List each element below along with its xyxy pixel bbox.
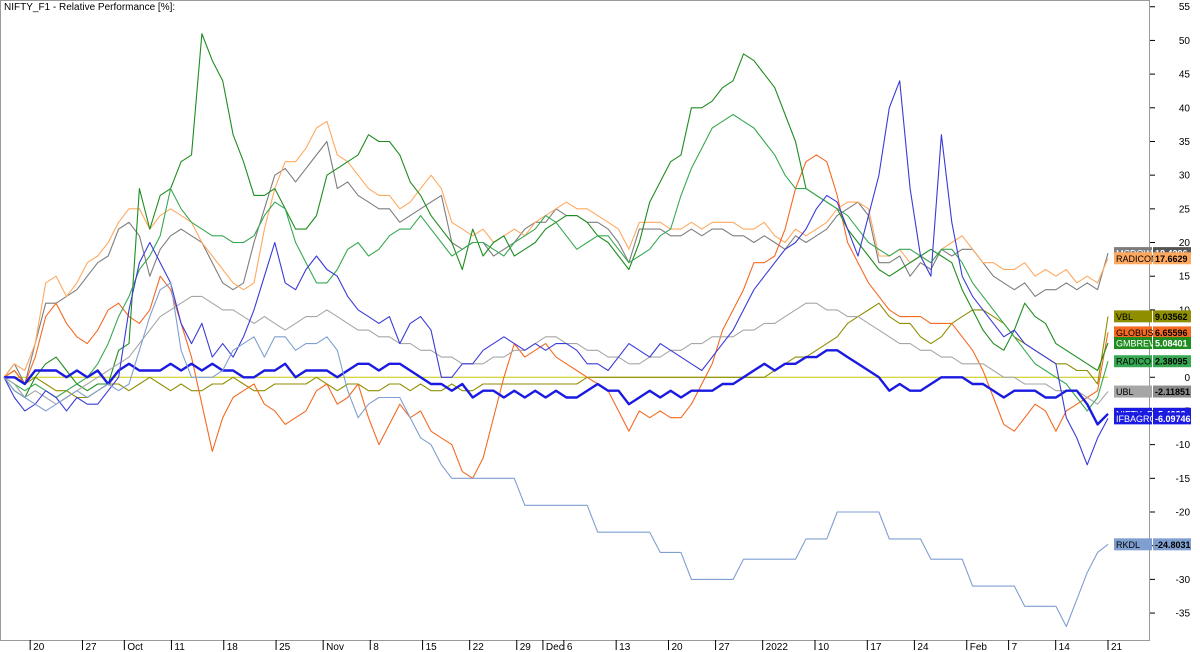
x-tick-label: 11 bbox=[174, 642, 185, 652]
series-value-label: 9.03562 bbox=[1155, 312, 1188, 322]
series-value-label: -2.11851 bbox=[1155, 387, 1190, 397]
series-value-label: -6.09746 bbox=[1155, 414, 1191, 424]
x-tick-label: 2022 bbox=[766, 642, 789, 652]
y-tick-label: 40 bbox=[1179, 103, 1191, 114]
series-name-label: RADICON bbox=[1116, 254, 1158, 264]
x-tick-label: Oct bbox=[127, 642, 143, 652]
series-value-label: 2.38095 bbox=[1155, 357, 1188, 367]
x-tick-label: Nov bbox=[326, 642, 344, 652]
series-name-tag bbox=[1114, 310, 1152, 323]
x-tick-label: 6 bbox=[567, 642, 573, 652]
y-tick-label: 50 bbox=[1179, 36, 1191, 47]
y-tick-label: 20 bbox=[1179, 238, 1191, 249]
series-value-tag bbox=[1153, 337, 1191, 350]
series-name-tag bbox=[1114, 385, 1152, 398]
y-tick-label: 45 bbox=[1179, 70, 1191, 81]
series-name-label: GLOBUS bbox=[1116, 328, 1154, 338]
x-tick-label: 25 bbox=[279, 642, 291, 652]
series-name-tag bbox=[1114, 326, 1152, 339]
x-tick-label: 27 bbox=[719, 642, 731, 652]
y-tick-label: -10 bbox=[1176, 440, 1191, 451]
x-tick-label: 18 bbox=[227, 642, 239, 652]
series-line-rkdl bbox=[3, 282, 1109, 628]
series-value-tag bbox=[1153, 538, 1191, 551]
series-line-globus bbox=[3, 154, 1109, 479]
series-value-tag bbox=[1153, 252, 1191, 265]
series-name-tag bbox=[1114, 337, 1152, 350]
x-tick-label: 27 bbox=[85, 642, 97, 652]
series-name-tag bbox=[1114, 538, 1152, 551]
series-name-label: IFBAGRO bbox=[1116, 414, 1157, 424]
x-tick-label: 24 bbox=[917, 642, 929, 652]
series-name-tag bbox=[1114, 355, 1152, 368]
series-value-label: 5.08401 bbox=[1155, 339, 1188, 349]
y-tick-label: -20 bbox=[1176, 508, 1191, 519]
series-name-label: RADICO bbox=[1116, 357, 1151, 367]
series-name-label: RKDL bbox=[1116, 540, 1140, 550]
y-tick-label: 30 bbox=[1179, 171, 1191, 182]
y-tick-label: 15 bbox=[1179, 272, 1191, 283]
series-name-label: UBL bbox=[1116, 387, 1134, 397]
x-tick-label: 29 bbox=[520, 642, 532, 652]
y-tick-label: 35 bbox=[1179, 137, 1191, 148]
x-tick-label: 8 bbox=[373, 642, 379, 652]
x-tick-label: 22 bbox=[473, 642, 485, 652]
x-tick-label: 20 bbox=[33, 642, 45, 652]
series-value-tag bbox=[1153, 412, 1191, 425]
y-tick-label: -15 bbox=[1176, 474, 1191, 485]
x-tick-label: 7 bbox=[1012, 642, 1018, 652]
x-tick-label: 20 bbox=[671, 642, 683, 652]
x-tick-label: 13 bbox=[619, 642, 631, 652]
series-line-ifbagro bbox=[3, 80, 1109, 466]
x-tick-label: 21 bbox=[1111, 642, 1123, 652]
y-tick-label: -30 bbox=[1176, 575, 1191, 586]
series-line-radico bbox=[3, 113, 1109, 412]
y-tick-label: -35 bbox=[1176, 609, 1191, 620]
y-tick-label: 25 bbox=[1179, 204, 1191, 215]
x-tick-label: 15 bbox=[426, 642, 438, 652]
series-value-label: 17.6629 bbox=[1155, 254, 1188, 264]
series-value-tag bbox=[1153, 385, 1191, 398]
series-value-label: -24.8031 bbox=[1155, 540, 1191, 550]
x-tick-label: 10 bbox=[818, 642, 830, 652]
series-line-vbl bbox=[3, 302, 1109, 399]
series-value-tag bbox=[1153, 326, 1191, 339]
series-name-label: GMBREW bbox=[1116, 339, 1158, 349]
series-line-nifty_f1 bbox=[4, 349, 1109, 426]
series-name-label: VBL bbox=[1116, 312, 1133, 322]
y-tick-label: 55 bbox=[1179, 2, 1191, 13]
series-line-ubl bbox=[3, 295, 1109, 405]
series-value-tag bbox=[1153, 355, 1191, 368]
y-tick-label: 0 bbox=[1184, 373, 1190, 384]
x-tick-label: Feb bbox=[970, 642, 988, 652]
x-tick-label: 14 bbox=[1059, 642, 1071, 652]
chart-title: NIFTY_F1 - Relative Performance [%]: bbox=[4, 2, 175, 13]
series-value-label: 6.65596 bbox=[1155, 328, 1188, 338]
x-tick-label: 17 bbox=[870, 642, 882, 652]
x-tick-label: Dec bbox=[546, 642, 564, 652]
series-value-tag bbox=[1153, 310, 1191, 323]
series-name-tag bbox=[1114, 252, 1152, 265]
series-name-tag bbox=[1114, 412, 1152, 425]
